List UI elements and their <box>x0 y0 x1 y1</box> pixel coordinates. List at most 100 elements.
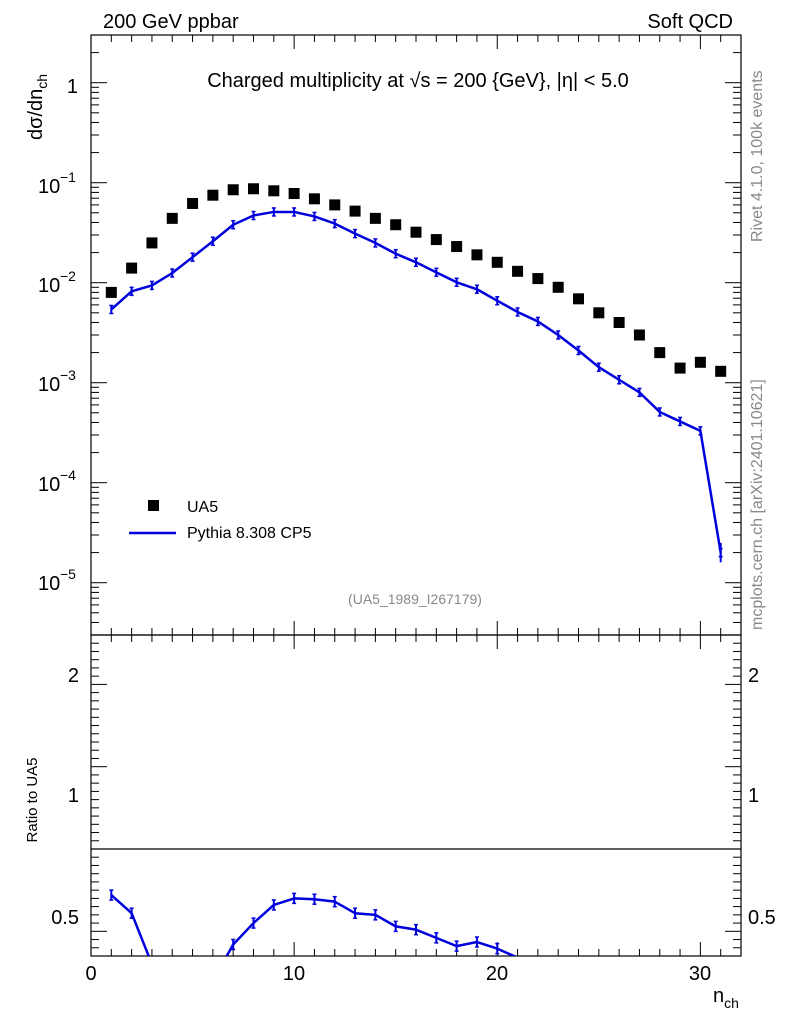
ua5-data-point <box>369 212 381 224</box>
ratio-axis-ticks <box>90 634 742 957</box>
ratio-y-tick-1-left: 1 <box>68 785 79 807</box>
y-tick-label-1e-5: 10 −5 <box>38 566 76 595</box>
legend-label-pythia: Pythia 8.308 CP5 <box>187 525 312 542</box>
x-tick-label-30: 30 <box>689 963 711 985</box>
ua5-data-point <box>532 273 544 285</box>
pythia-point <box>617 375 622 385</box>
ua5-data-point <box>187 197 199 209</box>
pythia-point <box>393 248 398 259</box>
y-tick-mantissa: 10 <box>38 374 60 396</box>
ua5-data-point <box>613 317 625 329</box>
ua5-data-point <box>654 347 666 359</box>
x-tick-label-10: 10 <box>283 963 305 985</box>
pythia-point <box>271 207 276 217</box>
x-tick-label-0: 0 <box>85 963 96 985</box>
ratio-point <box>373 909 378 921</box>
pythia-point <box>312 211 317 222</box>
ua5-data-point <box>715 365 727 377</box>
mcplots-label: mcplots.cern.ch [arXiv:2401.10621] <box>749 379 766 630</box>
main-y-axis-label: dσ/dnch <box>25 74 50 140</box>
ratio-point <box>271 899 276 911</box>
y-tick-mantissa: 10 <box>38 176 60 198</box>
ratio-point <box>474 936 479 948</box>
pythia-point <box>353 228 358 239</box>
main-y-label-text: dσ/dn <box>25 89 47 140</box>
pythia-point <box>170 268 175 278</box>
main-y-label-sub: ch <box>34 74 50 89</box>
ua5-data-point <box>552 281 564 293</box>
ua5-data-point <box>105 286 117 298</box>
ua5-data-point <box>471 249 483 261</box>
ua5-data-point <box>146 237 158 249</box>
y-tick-mantissa: 10 <box>38 573 60 595</box>
ratio-point <box>109 889 114 901</box>
ua5-data-point <box>207 189 219 201</box>
ua5-data-point <box>430 234 442 246</box>
ua5-data-point <box>329 199 341 211</box>
ua5-data-point <box>573 293 584 305</box>
ua5-data-point <box>288 188 300 200</box>
legend-marker-ua5 <box>148 500 159 511</box>
y-tick-mantissa: 10 <box>38 474 60 496</box>
ua5-data-point <box>633 329 645 341</box>
pythia-point <box>474 284 479 295</box>
pythia-point <box>149 280 154 291</box>
pythia-point <box>454 277 459 288</box>
pythia-point <box>332 218 337 229</box>
ratio-point <box>251 917 256 929</box>
main-axis-ticks <box>90 34 742 636</box>
ratio-y-tick-2-left: 2 <box>68 665 79 687</box>
ua5-data-point <box>694 356 706 368</box>
y-tick-mantissa: 10 <box>38 275 60 297</box>
pythia-point <box>657 407 662 417</box>
ua5-data-point <box>268 185 280 197</box>
pythia-point <box>210 236 215 246</box>
ratio-series <box>109 889 517 956</box>
y-tick-label-1e-4: 10 −4 <box>38 467 76 496</box>
pythia-point <box>231 219 236 230</box>
analysis-annotation: (UA5_1989_I267179) <box>348 591 482 607</box>
y-tick-label-1e-3: 10 −3 <box>38 367 76 396</box>
pythia-point <box>535 316 540 327</box>
pythia-point <box>576 345 581 356</box>
ua5-data-point <box>451 241 463 253</box>
ua5-data-point <box>349 205 361 217</box>
pythia-point <box>434 267 439 278</box>
main-plot-title: Charged multiplicity at √s = 200 {GeV}, … <box>207 70 629 92</box>
x-label-sub: ch <box>724 995 739 1011</box>
pythia-point <box>495 296 500 306</box>
ratio-point <box>495 942 500 955</box>
ratio-point <box>414 923 418 936</box>
header-right: Soft QCD <box>647 11 733 33</box>
ratio-point <box>312 893 317 905</box>
y-tick-exponent: −4 <box>60 467 76 483</box>
rivet-label: Rivet 4.1.0, 100k events <box>749 70 766 242</box>
ratio-y-tick-1-right: 1 <box>748 785 759 807</box>
ratio-y-tick-0.5-right: 0.5 <box>748 907 776 929</box>
x-label-text: n <box>713 985 724 1007</box>
pythia-point <box>129 286 134 297</box>
pythia-point <box>678 416 683 427</box>
legend-label-ua5: UA5 <box>187 499 218 516</box>
ratio-y-tick-0.5-left: 0.5 <box>51 907 79 929</box>
pythia-point <box>596 362 601 372</box>
ratio-point <box>332 895 337 908</box>
ratio-y-axis-label: Ratio to UA5 <box>24 757 41 842</box>
ua5-data-point <box>248 183 259 195</box>
pythia-point <box>414 257 418 268</box>
y-tick-exponent: −1 <box>60 169 76 185</box>
pythia-point <box>109 304 114 315</box>
pythia-point <box>190 252 195 262</box>
ua5-data-point <box>410 226 422 238</box>
pythia-point <box>292 207 297 217</box>
ua5-series-main <box>105 183 727 377</box>
pythia-point <box>556 330 561 340</box>
pythia-point <box>698 426 703 436</box>
y-tick-label-1: 1 <box>67 76 78 98</box>
ua5-data-point <box>308 193 320 205</box>
ratio-series-clipped <box>109 889 517 956</box>
ua5-data-point <box>126 262 138 274</box>
ratio-point <box>393 920 398 933</box>
ua5-data-point <box>674 362 686 374</box>
